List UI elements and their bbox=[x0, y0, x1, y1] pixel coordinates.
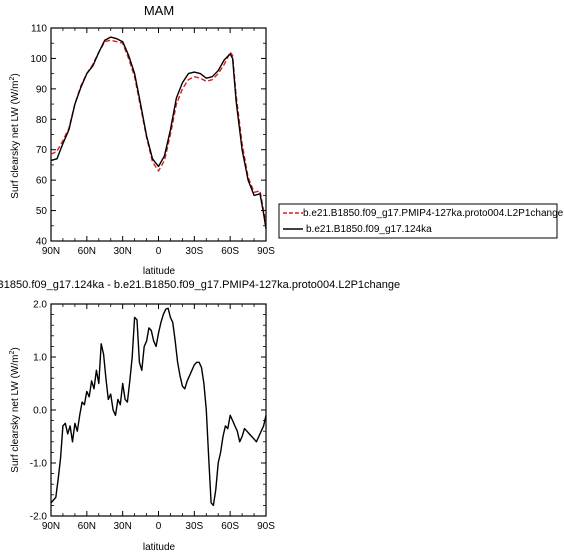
y-tick-label-0-0: 40 bbox=[36, 237, 48, 248]
bottom-panel: b.e21.B1850.f09_g17.124ka - b.e21.B1850.… bbox=[0, 279, 400, 553]
x-tick-label-1-2: 30N bbox=[113, 521, 131, 532]
y-tick-label-0-5: 90 bbox=[36, 84, 48, 95]
x-tick-label-1-1: 60N bbox=[78, 521, 96, 532]
x-tick-label-1-3: 0 bbox=[156, 521, 162, 532]
legend: b.e21.B1850.f09_g17.PMIP4-127ka.proto004… bbox=[278, 203, 564, 239]
x-tick-label-1-6: 90S bbox=[257, 521, 275, 532]
series-line-1-0 bbox=[50, 307, 267, 507]
y-tick-label-0-3: 70 bbox=[36, 145, 48, 156]
y-tick-label-1-2: 0.0 bbox=[33, 406, 47, 417]
x-tick-label-1-0: 90N bbox=[42, 521, 60, 532]
plot-frame-0 bbox=[50, 27, 267, 242]
x-tick-label-0-3: 0 bbox=[156, 246, 162, 257]
bottom-y-axis-label: Surf clearsky net LW (W/m2) bbox=[9, 347, 21, 472]
x-tick-label-0-0: 90N bbox=[42, 246, 60, 257]
y-tick-label-0-4: 80 bbox=[36, 115, 48, 126]
x-tick-label-1-5: 60S bbox=[221, 521, 239, 532]
x-tick-label-1-4: 30S bbox=[185, 521, 203, 532]
top-panel: MAM 90N 60N 30N 0 30S 60S 90S 40 50 60 70 80 90 100 11… bbox=[9, 3, 275, 277]
top-chart-title: MAM bbox=[144, 3, 174, 18]
bottom-x-axis-label: latitude bbox=[143, 542, 176, 553]
legend-entry-2: b.e21.B1850.f09_g17.124ka bbox=[306, 224, 432, 235]
y-tick-label-0-6: 100 bbox=[30, 54, 47, 65]
y-tick-label-0-2: 60 bbox=[36, 176, 48, 187]
x-tick-label-0-4: 30S bbox=[185, 246, 203, 257]
y-tick-label-0-1: 50 bbox=[36, 206, 48, 217]
legend-entry-1: b.e21.B1850.f09_g17.PMIP4-127ka.proto004… bbox=[303, 208, 564, 219]
top-plot-area: 90N 60N 30N 0 30S 60S 90S 40 50 60 70 80 90 100 110 bbox=[30, 24, 275, 258]
y-tick-label-1-1: -1.0 bbox=[30, 459, 48, 470]
top-y-axis-label: Surf clearsky net LW (W/m2) bbox=[9, 73, 21, 198]
x-tick-label-0-1: 60N bbox=[78, 246, 96, 257]
y-tick-label-1-4: 2.0 bbox=[33, 300, 47, 311]
series-line-0-1 bbox=[50, 36, 267, 229]
top-x-axis-label: latitude bbox=[143, 266, 176, 277]
bottom-chart-title: b.e21.B1850.f09_g17.124ka - b.e21.B1850.… bbox=[0, 279, 400, 291]
bottom-plot-area: 90N 60N 30N 0 30S 60S 90S -2.0 -1.0 0.0 1.0 2.0 bbox=[30, 300, 275, 533]
y-tick-label-0-7: 110 bbox=[31, 24, 47, 35]
legend-box bbox=[278, 203, 558, 239]
x-tick-label-0-6: 90S bbox=[257, 246, 275, 257]
x-tick-label-0-2: 30N bbox=[113, 246, 131, 257]
y-tick-label-1-3: 1.0 bbox=[33, 353, 47, 364]
x-tick-label-0-5: 60S bbox=[221, 246, 239, 257]
y-tick-label-1-0: -2.0 bbox=[30, 512, 48, 523]
